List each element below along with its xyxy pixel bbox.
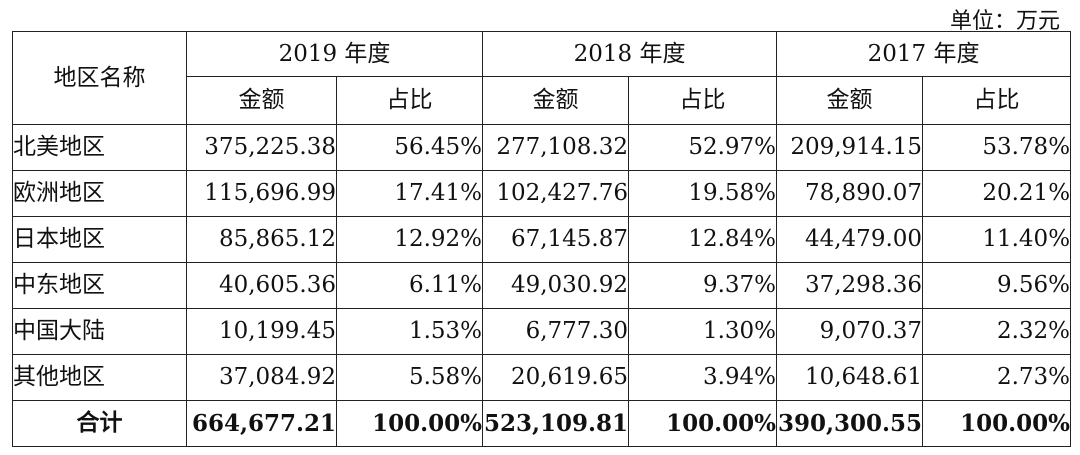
ratio-2019-cell: 6.11% (335, 262, 484, 309)
ratio-2017-cell: 53.78% (922, 124, 1072, 171)
table-row: 中国大陆 10,199.45 1.53% 6,777.30 1.30% 9,07… (12, 308, 1072, 355)
table-row: 日本地区 85,865.12 12.92% 67,145.87 12.84% 4… (12, 216, 1072, 263)
ratio-2017-cell: 11.40% (922, 216, 1072, 263)
ratio-2018-cell: 12.84% (628, 216, 778, 263)
amount-2018-cell: 67,145.87 (482, 216, 630, 263)
total-ratio-2018-cell: 100.00% (628, 400, 778, 447)
ratio-2017-cell: 2.32% (922, 308, 1072, 355)
ratio-2019-cell: 56.45% (335, 124, 484, 171)
amount-2017-cell: 78,890.07 (776, 170, 924, 217)
total-ratio-2017-cell: 100.00% (922, 400, 1072, 447)
amount-2017-cell: 9,070.37 (776, 308, 924, 355)
amount-2019-cell: 10,199.45 (186, 308, 337, 355)
unit-label: 单位：万元 (949, 9, 1060, 34)
region-name-cell: 中国大陆 (12, 308, 187, 355)
ratio-header-2019: 占比 (335, 76, 484, 125)
amount-2018-cell: 277,108.32 (482, 124, 630, 171)
amount-2018-cell: 49,030.92 (482, 262, 630, 309)
amount-2019-cell: 85,865.12 (186, 216, 337, 263)
table-row: 中东地区 40,605.36 6.11% 49,030.92 9.37% 37,… (12, 262, 1072, 309)
amount-2018-cell: 20,619.65 (482, 354, 630, 401)
year-header-2019: 2019 年度 (185, 31, 484, 77)
header-row-years: 地区名称 2019 年度 2018 年度 2017 年度 (12, 31, 1072, 125)
amount-2019-cell: 37,084.92 (186, 354, 337, 401)
amount-2017-cell: 44,479.00 (776, 216, 924, 263)
ratio-2017-cell: 9.56% (922, 262, 1072, 309)
ratio-header-2018: 占比 (628, 76, 778, 125)
ratio-2018-cell: 9.37% (628, 262, 778, 309)
amount-header-2017: 金额 (776, 76, 924, 125)
ratio-2017-cell: 20.21% (922, 170, 1072, 217)
ratio-header-2017: 占比 (922, 76, 1072, 125)
year-header-2018: 2018 年度 (482, 31, 778, 77)
amount-2018-cell: 102,427.76 (482, 170, 630, 217)
ratio-2018-cell: 19.58% (628, 170, 778, 217)
ratio-2019-cell: 5.58% (335, 354, 484, 401)
amount-2019-cell: 115,696.99 (186, 170, 337, 217)
regional-revenue-table: 地区名称 2019 年度 2018 年度 2017 年度 金额 占比 金额 占比… (12, 31, 1072, 447)
region-column-header: 地区名称 (12, 31, 187, 125)
ratio-2017-cell: 2.73% (922, 354, 1072, 401)
region-name-cell: 北美地区 (12, 124, 187, 171)
ratio-2019-cell: 17.41% (335, 170, 484, 217)
amount-header-2019: 金额 (186, 76, 337, 125)
ratio-2019-cell: 1.53% (335, 308, 484, 355)
year-header-2017: 2017 年度 (776, 31, 1072, 77)
total-ratio-2019-cell: 100.00% (335, 400, 484, 447)
table-row: 北美地区 375,225.38 56.45% 277,108.32 52.97%… (12, 124, 1072, 171)
total-label-cell: 合计 (12, 400, 187, 447)
ratio-2019-cell: 12.92% (335, 216, 484, 263)
total-amount-2018-cell: 523,109.81 (482, 400, 630, 447)
amount-header-2018: 金额 (482, 76, 630, 125)
amount-2018-cell: 6,777.30 (482, 308, 630, 355)
region-name-cell: 欧洲地区 (12, 170, 187, 217)
ratio-2018-cell: 52.97% (628, 124, 778, 171)
amount-2017-cell: 10,648.61 (776, 354, 924, 401)
region-name-cell: 中东地区 (12, 262, 187, 309)
amount-2019-cell: 375,225.38 (186, 124, 337, 171)
header-row-subcolumns: 金额 占比 金额 占比 金额 占比 (13, 76, 1072, 125)
ratio-2018-cell: 3.94% (628, 354, 778, 401)
total-amount-2019-cell: 664,677.21 (186, 400, 337, 447)
amount-2019-cell: 40,605.36 (186, 262, 337, 309)
total-row: 合计 664,677.21 100.00% 523,109.81 100.00%… (12, 400, 1072, 447)
table-row: 欧洲地区 115,696.99 17.41% 102,427.76 19.58%… (12, 170, 1072, 217)
table-row: 其他地区 37,084.92 5.58% 20,619.65 3.94% 10,… (12, 354, 1072, 401)
amount-2017-cell: 209,914.15 (776, 124, 924, 171)
ratio-2018-cell: 1.30% (628, 308, 778, 355)
total-amount-2017-cell: 390,300.55 (776, 400, 924, 447)
amount-2017-cell: 37,298.36 (776, 262, 924, 309)
region-name-cell: 日本地区 (12, 216, 187, 263)
region-name-cell: 其他地区 (12, 354, 187, 401)
